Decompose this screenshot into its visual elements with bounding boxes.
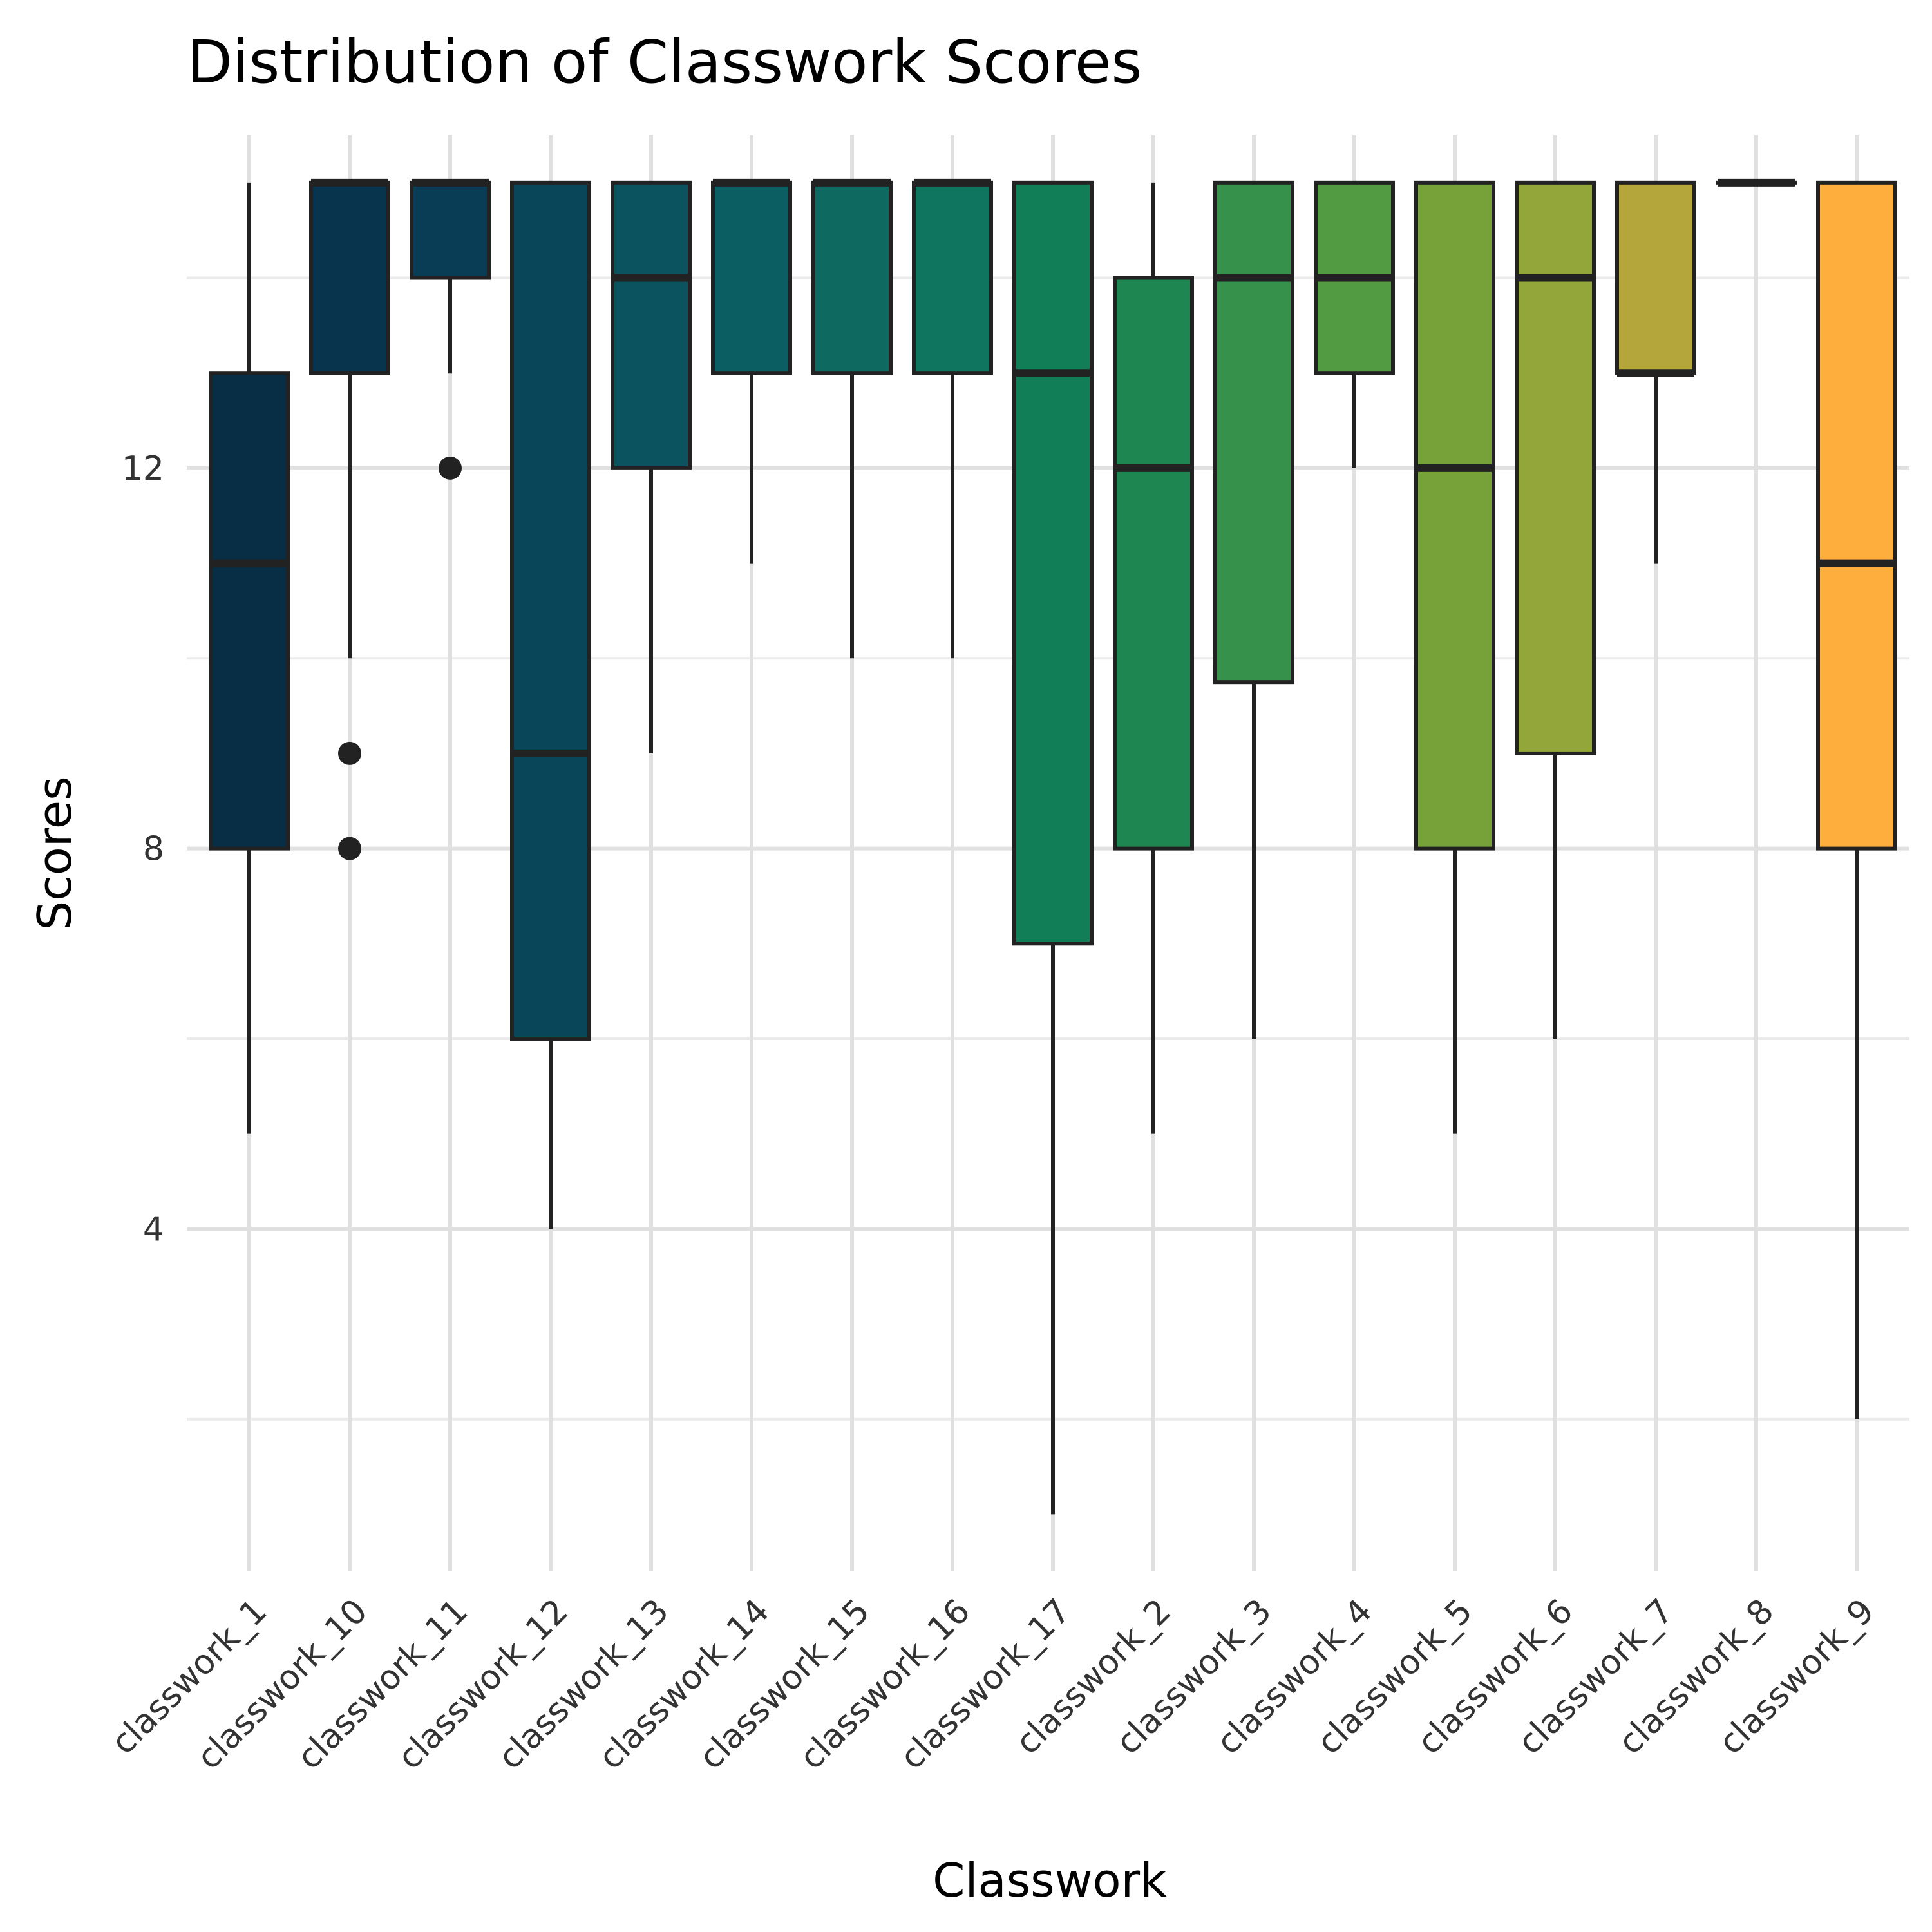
box-classwork_15 — [811, 178, 893, 659]
x-tick-label: classwork_12 — [390, 1592, 576, 1777]
box-body — [410, 180, 491, 280]
x-tick-label: classwork_15 — [692, 1592, 877, 1777]
y-tick-label: 12 — [122, 450, 164, 488]
box-body — [912, 180, 993, 375]
boxes — [209, 178, 1897, 1515]
box-classwork_6 — [1515, 180, 1596, 1039]
x-tick-label: classwork_17 — [893, 1592, 1078, 1777]
box-classwork_12 — [510, 180, 591, 1229]
box-body — [1515, 180, 1596, 755]
box-classwork_9 — [1816, 180, 1897, 1419]
outlier-point — [338, 837, 361, 860]
y-tick-label: 8 — [143, 830, 164, 869]
x-axis-title: Classwork — [933, 1853, 1167, 1908]
y-tick-label: 4 — [143, 1210, 164, 1249]
y-axis-title: Scores — [28, 776, 82, 930]
box-body — [1213, 180, 1294, 685]
box-body — [1615, 180, 1696, 375]
box-body — [209, 371, 290, 851]
box-classwork_10 — [309, 178, 390, 860]
chart-title: Distribution of Classwork Scores — [187, 28, 1142, 97]
box-classwork_1 — [209, 182, 290, 1134]
box-classwork_13 — [611, 180, 692, 753]
box-body — [1414, 180, 1495, 851]
box-classwork_5 — [1414, 180, 1495, 1134]
box-classwork_11 — [410, 178, 491, 480]
box-classwork_7 — [1615, 180, 1696, 564]
box-classwork_4 — [1314, 180, 1395, 468]
box-classwork_3 — [1213, 180, 1294, 1039]
x-tick-label: classwork_10 — [189, 1592, 375, 1777]
x-tick-label: classwork_14 — [591, 1592, 777, 1777]
box-classwork_14 — [711, 178, 792, 564]
box-classwork_16 — [912, 178, 993, 659]
box-classwork_2 — [1113, 182, 1194, 1134]
x-tick-label: classwork_11 — [290, 1592, 475, 1777]
y-axis-ticks: 4 8 12 — [122, 450, 164, 1249]
x-tick-label: classwork_16 — [792, 1592, 978, 1777]
box-body — [1012, 180, 1094, 946]
box-body — [309, 180, 390, 375]
outlier-point — [439, 456, 462, 480]
outlier-point — [338, 741, 361, 765]
box-body — [1113, 276, 1194, 851]
x-tick-label: classwork_13 — [491, 1592, 676, 1777]
box-body — [711, 180, 792, 375]
x-axis-ticks: classwork_1classwork_10classwork_11class… — [104, 1592, 1882, 1777]
box-body — [1816, 180, 1897, 851]
box-body — [611, 180, 692, 470]
box-body — [811, 180, 893, 375]
box-body — [510, 180, 591, 1041]
box-classwork_17 — [1012, 180, 1094, 1515]
